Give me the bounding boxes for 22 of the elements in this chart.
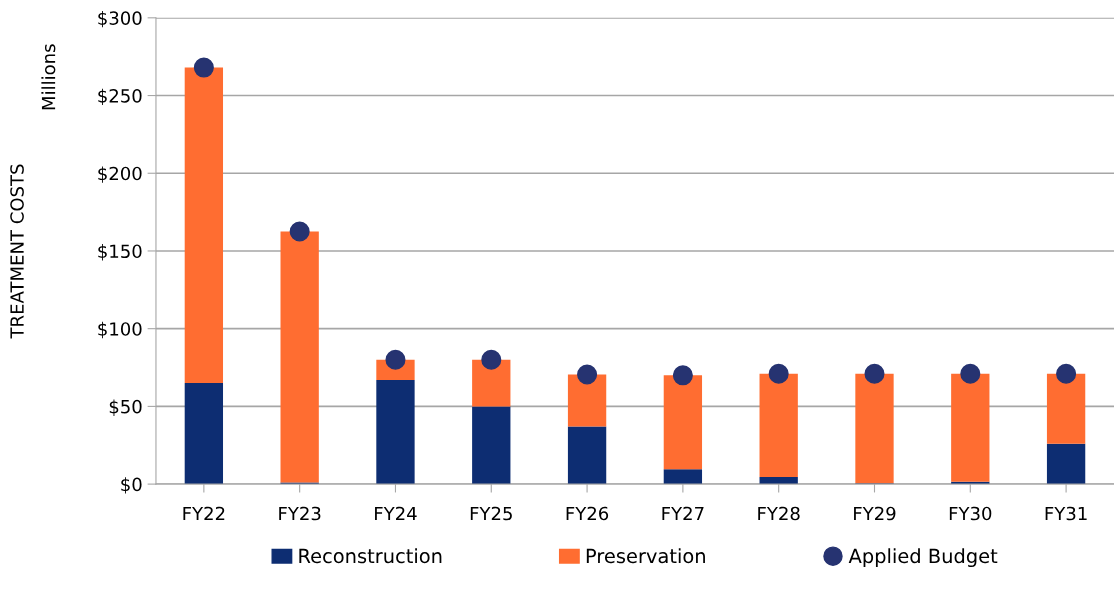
y-tick-label: $0	[121, 477, 142, 494]
x-tick-label: FY30	[949, 506, 992, 521]
x-tick-label: FY23	[279, 506, 321, 521]
x-tick-label: FY26	[566, 506, 609, 521]
y-tick-label: $50	[109, 399, 142, 416]
x-tick-label: FY25	[470, 506, 512, 521]
y-tick-label: $300	[98, 10, 142, 28]
x-tick-label: FY27	[662, 506, 704, 521]
y-axis-title: TREATMENT COSTS	[10, 164, 24, 339]
x-tick-label: FY29	[854, 506, 896, 521]
y-tick-label: $200	[98, 166, 142, 183]
y-tick-label: $100	[98, 321, 142, 339]
legend-label: Reconstruction	[299, 548, 442, 564]
x-tick-label: FY28	[758, 506, 800, 521]
y-tick-label: $250	[98, 88, 142, 106]
legend-label: Applied Budget	[848, 548, 998, 568]
legend-label: Preservation	[586, 548, 705, 564]
x-tick-label: FY24	[375, 506, 417, 521]
x-tick-label: FY22	[183, 506, 225, 521]
x-tick-label: FY31	[1045, 506, 1087, 521]
y-tick-label: $150	[98, 244, 142, 261]
text: Millions	[41, 44, 56, 110]
